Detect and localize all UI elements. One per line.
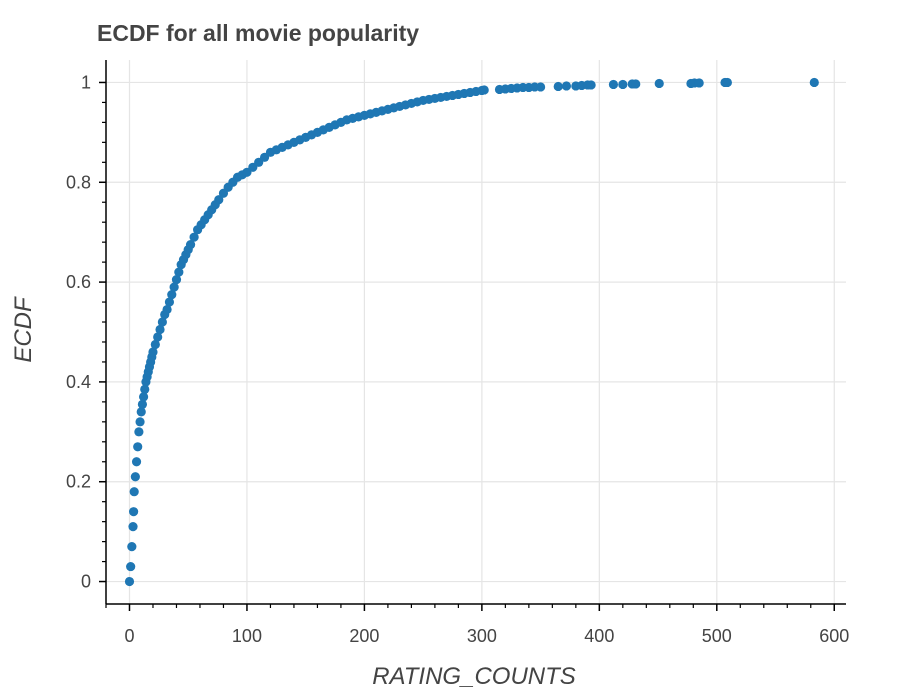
data-points: [124, 77, 819, 587]
data-point: [153, 332, 163, 342]
data-point: [129, 487, 139, 497]
data-point: [189, 232, 199, 242]
data-point: [618, 79, 628, 90]
y-tick-label: 0: [81, 572, 91, 592]
y-axis-ticks: 0 0.2 0.4 0.6 0.8 1: [66, 72, 106, 592]
data-point: [129, 507, 139, 517]
chart-title: ECDF for all movie popularity: [97, 20, 419, 46]
x-tick-label: 500: [702, 626, 732, 646]
data-point: [134, 427, 144, 437]
data-point: [138, 392, 149, 402]
data-point: [137, 399, 148, 409]
x-tick-label: 100: [232, 626, 262, 646]
y-tick-label: 0.8: [66, 172, 91, 192]
data-point: [157, 317, 167, 327]
x-tick-label: 600: [819, 626, 849, 646]
data-point: [214, 195, 224, 205]
y-axis-label: ECDF: [10, 296, 37, 363]
data-point: [631, 79, 641, 89]
data-point: [553, 81, 563, 92]
data-point: [155, 324, 165, 335]
data-point: [479, 85, 489, 95]
data-point: [536, 82, 546, 92]
data-point: [126, 561, 136, 572]
data-point: [140, 384, 150, 394]
y-tick-label: 1: [81, 72, 91, 92]
data-point: [150, 339, 160, 350]
data-point: [148, 347, 158, 357]
data-point: [167, 289, 177, 300]
data-point: [174, 267, 184, 277]
x-axis-ticks: 0 100 200 300 400 500 600: [105, 604, 849, 646]
data-point: [131, 457, 142, 467]
data-point: [722, 77, 732, 88]
data-point: [561, 81, 572, 91]
x-tick-label: 200: [349, 626, 379, 646]
data-point: [133, 442, 143, 452]
data-point: [809, 77, 819, 88]
data-point: [608, 79, 619, 90]
y-tick-label: 0.2: [66, 472, 91, 492]
data-point: [124, 576, 135, 587]
x-tick-label: 300: [467, 626, 497, 646]
data-point: [164, 297, 175, 307]
x-tick-label: 400: [584, 626, 614, 646]
data-point: [127, 542, 137, 552]
data-point: [128, 522, 138, 532]
x-gridlines: [128, 60, 835, 604]
x-tick-label: 0: [124, 626, 134, 646]
x-axis-label: RATING_COUNTS: [372, 663, 576, 690]
y-tick-label: 0.6: [66, 272, 91, 292]
data-point: [130, 472, 140, 482]
data-point: [171, 274, 182, 285]
y-tick-label: 0.4: [66, 372, 91, 392]
data-point: [185, 240, 196, 250]
data-point: [136, 407, 146, 417]
data-point: [169, 282, 179, 292]
data-point: [586, 80, 596, 90]
data-point: [135, 417, 145, 427]
data-point: [162, 304, 172, 315]
data-point: [654, 78, 664, 89]
data-point: [694, 78, 704, 88]
